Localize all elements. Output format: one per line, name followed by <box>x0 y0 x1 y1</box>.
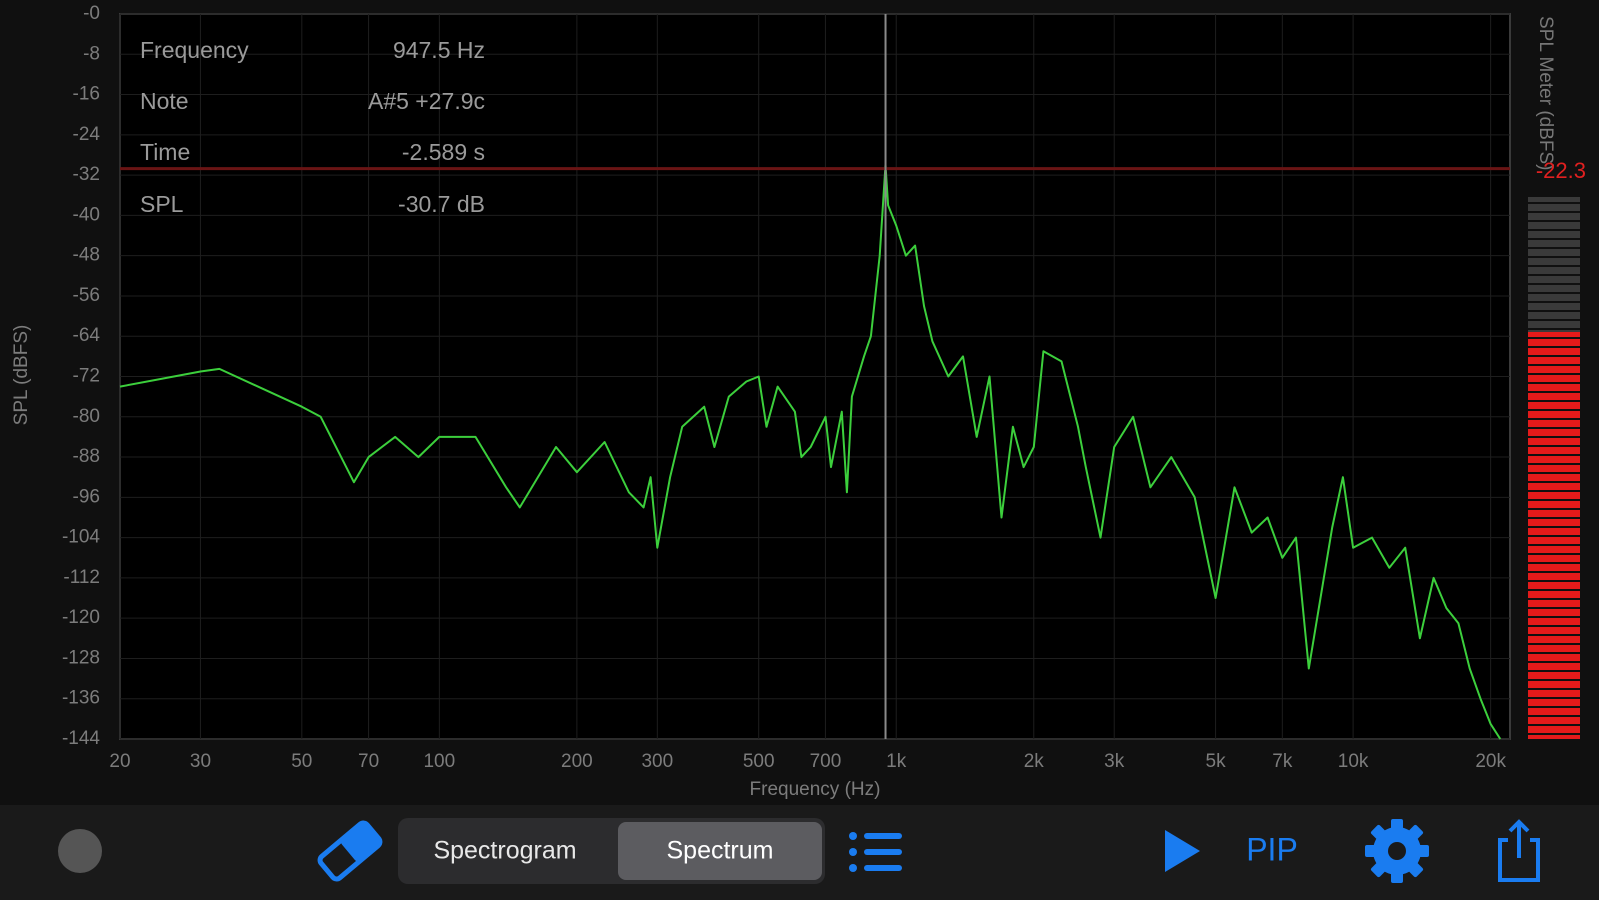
segment-spectrum[interactable]: Spectrum <box>667 837 774 865</box>
x-tick-label: 3k <box>1104 751 1125 772</box>
y-tick-label: -56 <box>73 285 100 306</box>
x-tick-label: 70 <box>358 751 379 772</box>
y-tick-label: -112 <box>63 567 100 588</box>
y-tick-label: -72 <box>73 366 100 387</box>
y-tick-label: -144 <box>62 728 100 749</box>
x-tick-label: 7k <box>1272 751 1293 772</box>
gear-tooth <box>1391 819 1403 833</box>
y-tick-label: -120 <box>62 607 100 628</box>
grid: -0 -8 -16 -24 -32 -40 -48 -56 -64 -72 -80 -88 -96 -10… <box>62 3 1510 772</box>
record-button[interactable] <box>58 829 102 873</box>
gear-tooth <box>1406 860 1424 878</box>
x-tick-label: 700 <box>810 751 842 772</box>
y-tick-label: -128 <box>62 647 100 668</box>
x-tick-label: 20 <box>109 751 130 772</box>
x-tick-label: 30 <box>190 751 211 772</box>
meter-segments <box>1528 202 1580 735</box>
y-tick-label: -104 <box>62 527 100 548</box>
y-tick-label: -40 <box>73 204 100 225</box>
x-axis-title: Frequency (Hz) <box>750 779 881 800</box>
gear-tooth <box>1406 824 1424 842</box>
x-tick-label: 200 <box>561 751 593 772</box>
x-tick-label: 10k <box>1338 751 1369 772</box>
plot <box>119 14 1510 740</box>
info-label: Time <box>140 139 190 165</box>
gear-tooth <box>1370 824 1388 842</box>
y-tick-label: -136 <box>62 688 100 709</box>
info-value: -30.7 dB <box>398 191 485 217</box>
y-axis-title: SPL (dBFS) <box>11 325 32 426</box>
y-tick-label: -96 <box>73 486 100 507</box>
gear-tooth <box>1415 845 1429 857</box>
meter-reading: -22.3 <box>1536 158 1586 183</box>
info-label: Note <box>140 88 189 114</box>
info-label: Frequency <box>140 37 249 63</box>
segment-spectrogram[interactable]: Spectrogram <box>433 837 576 865</box>
info-value: -2.589 s <box>402 139 485 165</box>
y-tick-label: -64 <box>73 325 101 346</box>
x-tick-label: 5k <box>1206 751 1227 772</box>
x-tick-label: 100 <box>423 751 455 772</box>
gear-tooth <box>1365 845 1379 857</box>
x-tick-label: 500 <box>743 751 775 772</box>
list-button[interactable] <box>849 832 902 872</box>
info-value: A#5 +27.9c <box>368 88 485 114</box>
spl-meter: SPL Meter (dBFS) -22.3 <box>1528 16 1586 739</box>
y-tick-label: -32 <box>73 164 100 185</box>
y-tick-label: -0 <box>83 3 100 24</box>
share-button[interactable] <box>1498 819 1540 882</box>
x-tick-label: 1k <box>886 751 907 772</box>
gear-tooth <box>1391 869 1403 883</box>
x-tick-label: 50 <box>291 751 312 772</box>
x-tick-label: 300 <box>641 751 673 772</box>
x-tick-label: 2k <box>1024 751 1045 772</box>
y-tick-label: -8 <box>83 43 100 64</box>
x-tick-label: 20k <box>1475 751 1506 772</box>
y-tick-label: -80 <box>73 406 100 427</box>
spectrum-line <box>119 164 1502 740</box>
meter-inactive <box>1528 197 1580 332</box>
meter-title: SPL Meter (dBFS) <box>1535 16 1556 171</box>
info-value: 947.5 Hz <box>393 37 485 63</box>
y-tick-label: -88 <box>73 446 100 467</box>
y-tick-label: -16 <box>73 84 100 105</box>
play-button[interactable] <box>1165 830 1200 872</box>
y-tick-label: -48 <box>73 245 100 266</box>
info-panel: Frequency 947.5 Hz Note A#5 +27.9c Time … <box>140 37 485 217</box>
eraser-button[interactable] <box>317 820 383 882</box>
gear-tooth <box>1370 860 1388 878</box>
info-label: SPL <box>140 191 184 217</box>
y-tick-label: -24 <box>73 124 101 145</box>
segment-selected <box>618 822 822 880</box>
settings-button[interactable] <box>1365 819 1429 883</box>
pip-button[interactable]: PIP <box>1246 831 1298 867</box>
